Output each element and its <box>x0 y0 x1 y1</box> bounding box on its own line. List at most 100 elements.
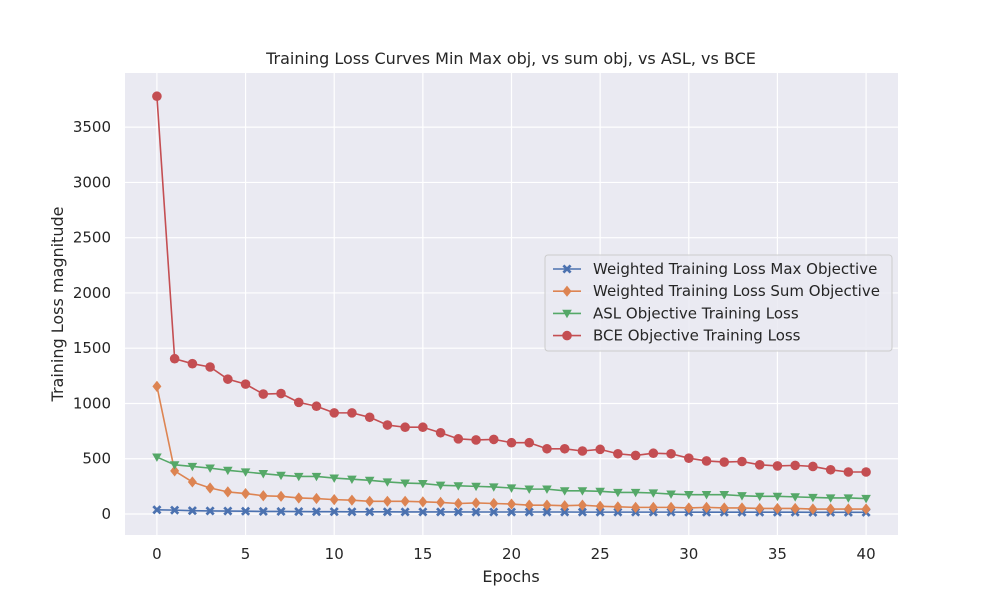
data-point <box>701 456 712 466</box>
legend-label: ASL Objective Training Loss <box>593 304 799 322</box>
legend-marker <box>562 285 572 297</box>
legend-item: ASL Objective Training Loss <box>553 304 799 322</box>
data-point <box>683 491 694 500</box>
data-point <box>560 500 570 512</box>
x-tick-label: 15 <box>413 545 432 563</box>
data-point <box>311 507 322 517</box>
data-point <box>382 420 393 430</box>
data-point <box>684 502 694 514</box>
data-point <box>258 389 269 399</box>
x-tick-label: 25 <box>591 545 610 563</box>
data-point <box>364 412 375 423</box>
data-point <box>400 479 410 488</box>
data-point <box>276 490 286 502</box>
data-point <box>453 497 463 510</box>
data-point <box>347 507 357 517</box>
data-point <box>223 374 233 384</box>
data-point <box>790 502 800 515</box>
data-point <box>294 507 304 517</box>
data-point <box>524 507 534 517</box>
data-point <box>418 422 428 433</box>
legend-marker <box>562 264 572 274</box>
data-point <box>471 497 481 509</box>
x-tick-label: 30 <box>679 545 698 563</box>
data-point <box>648 448 659 459</box>
legend-item: BCE Objective Training Loss <box>553 327 801 345</box>
data-point <box>754 492 765 502</box>
data-point <box>542 499 552 511</box>
data-point <box>808 493 818 503</box>
data-point <box>719 457 730 467</box>
legend: Weighted Training Loss Max Objective Weig… <box>544 254 893 352</box>
data-point <box>648 489 659 498</box>
y-tick-label: 3500 <box>73 118 111 136</box>
data-point <box>861 503 871 515</box>
data-point <box>276 471 286 481</box>
data-point <box>506 437 517 448</box>
data-point <box>240 468 251 477</box>
data-point <box>187 358 198 369</box>
data-point <box>471 435 481 445</box>
data-point <box>435 481 446 491</box>
data-point <box>666 490 676 499</box>
data-point <box>542 443 552 454</box>
x-tick-label: 40 <box>857 545 876 563</box>
data-point <box>719 502 729 514</box>
data-point <box>790 493 800 502</box>
data-point <box>577 499 587 511</box>
data-point <box>152 380 162 392</box>
data-point <box>418 507 428 517</box>
data-point <box>772 492 783 502</box>
data-point <box>524 437 535 448</box>
data-point <box>223 506 233 516</box>
y-tick-label: 0 <box>101 505 111 523</box>
data-point <box>666 448 676 459</box>
series-3 <box>152 453 871 504</box>
legend-marker <box>562 330 572 341</box>
data-point <box>471 482 481 492</box>
legend-item: Weighted Training Loss Sum Objective <box>553 282 880 300</box>
x-tick-label: 20 <box>502 545 521 563</box>
data-point <box>329 494 339 506</box>
series-2 <box>152 380 871 515</box>
x-tick-label: 10 <box>325 545 344 563</box>
data-point <box>400 507 410 517</box>
legend-label: Weighted Training Loss Max Objective <box>593 260 877 278</box>
data-point <box>630 450 641 461</box>
data-point <box>258 470 269 479</box>
data-point <box>808 503 818 515</box>
x-tick-label: 0 <box>152 545 162 563</box>
data-point <box>613 488 623 498</box>
data-point <box>489 507 499 517</box>
data-point <box>258 506 268 517</box>
data-point <box>170 465 180 477</box>
data-point <box>507 498 516 510</box>
data-point <box>311 492 321 505</box>
data-point <box>701 491 712 500</box>
data-point <box>613 501 623 513</box>
y-tick-label: 1500 <box>73 339 111 357</box>
data-point <box>826 503 836 515</box>
chart-title: Training Loss Curves Min Max obj, vs sum… <box>265 49 756 68</box>
data-point <box>205 464 215 473</box>
data-point <box>152 91 162 102</box>
data-point <box>559 443 570 454</box>
data-point <box>329 474 340 483</box>
data-point <box>169 461 180 470</box>
data-point <box>329 408 340 418</box>
data-point <box>347 475 357 484</box>
data-point <box>435 427 446 438</box>
data-point <box>382 478 393 487</box>
data-point <box>436 507 446 517</box>
data-point <box>294 492 304 504</box>
data-point <box>488 434 499 445</box>
data-point <box>772 461 783 471</box>
data-point <box>542 485 552 494</box>
data-point <box>737 492 747 501</box>
data-point <box>471 507 481 517</box>
data-point <box>577 487 588 496</box>
ticks: 0 5 10 15 20 25 30 35 40 0 500 1000 1500 2000 2500 3000… <box>73 118 876 563</box>
data-point <box>683 453 694 463</box>
data-point <box>861 467 871 477</box>
